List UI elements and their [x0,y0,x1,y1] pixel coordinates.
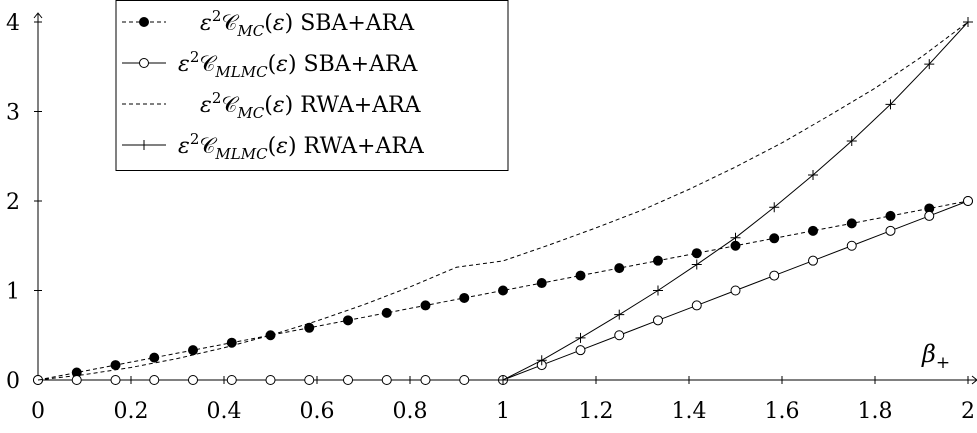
data-point [110,360,121,371]
data-point [846,240,857,251]
data-point [769,202,780,213]
data-point [846,218,857,229]
data-point [265,330,276,341]
x-tick-label: 1.2 [579,399,614,424]
series-layer [33,17,973,385]
data-point [149,375,160,385]
data-point [575,270,586,281]
data-point [614,309,625,320]
data-point [498,375,508,385]
series-3 [37,21,969,381]
data-point [71,375,82,385]
data-point [575,332,586,343]
x-tick-label: 0.2 [114,399,149,424]
legend-label: ε2𝒞MLMC(ε) RWA+ARA [178,130,425,163]
data-point [343,315,354,326]
x-tick-label: 1.4 [672,399,707,424]
data-point [187,375,198,385]
legend-entry-2: ε2𝒞MLMC(ε) SBA+ARA [122,48,419,81]
data-point [420,300,431,311]
data-point [265,375,276,385]
axes: 0 0.2 0.4 0.6 0.8 1 1.2 1.4 1.6 1.8 2 0 1 2 3 4 β+ [6,11,977,424]
x-tick-label: 1.8 [858,399,893,424]
series-1 [33,196,973,385]
x-tick-label: 0.8 [393,399,428,424]
legend-entry-3: ε2𝒞MC(ε) RWA+ARA [122,89,422,122]
data-point [420,375,431,385]
data-point [226,375,237,385]
data-point [730,285,741,296]
data-point [924,59,935,70]
x-tick-label: 2 [961,399,975,424]
x-axis-label: β+ [921,340,950,373]
y-tick-label: 3 [6,101,20,126]
data-point [730,232,741,243]
legend-entry-4: ε2𝒞MLMC(ε) RWA+ARA [122,130,425,163]
legend: ε2𝒞MC(ε) SBA+ARA ε2𝒞MLMC(ε) SBA+ARA ε2𝒞MC(… [115,0,509,171]
data-point [963,17,973,27]
legend-label: ε2𝒞MC(ε) SBA+ARA [200,7,415,40]
x-tick-label: 0 [31,399,45,424]
data-point [575,345,586,356]
data-point [110,375,121,385]
legend-entry-1: ε2𝒞MC(ε) SBA+ARA [122,7,415,40]
x-tick-label: 0.4 [207,399,242,424]
series-4 [498,17,973,385]
data-point [304,375,315,385]
data-point [381,375,392,385]
data-point [614,330,625,341]
data-point [885,210,896,221]
data-point [536,278,547,289]
data-point [652,255,663,266]
data-point [187,345,198,356]
x-tick-label: 1 [496,399,510,424]
data-point [536,355,547,366]
data-point [691,259,702,270]
legend-label: ε2𝒞MLMC(ε) SBA+ARA [178,48,419,81]
data-point [808,255,819,266]
data-point [846,136,857,147]
legend-marker [139,58,149,68]
data-point [459,375,470,385]
data-point [885,99,896,110]
data-point [614,263,625,274]
y-tick-label: 1 [6,280,20,305]
data-point [808,225,819,236]
data-point [381,307,392,318]
legend-box [115,0,509,171]
y-tick-label: 4 [6,11,20,36]
data-point [498,285,508,296]
data-point [769,270,780,281]
data-point [459,292,470,303]
legend-marker [139,140,149,150]
y-tick-label: 0 [6,369,20,394]
y-tick-label: 2 [6,190,20,215]
data-point [885,225,896,236]
data-point [652,315,663,326]
data-point [769,233,780,244]
data-point [691,248,702,259]
data-point [691,300,702,311]
data-point [652,285,663,296]
data-point [808,170,819,181]
data-point [304,322,315,333]
data-point [963,196,973,206]
x-tick-label: 0.6 [300,399,335,424]
legend-label: ε2𝒞MC(ε) RWA+ARA [200,89,422,122]
x-tick-label: 1.6 [765,399,800,424]
data-point [343,375,354,385]
legend-marker [139,17,149,27]
series-3-line [37,21,969,381]
data-point [149,352,160,363]
data-point [924,210,935,221]
series-4-line [502,21,969,381]
